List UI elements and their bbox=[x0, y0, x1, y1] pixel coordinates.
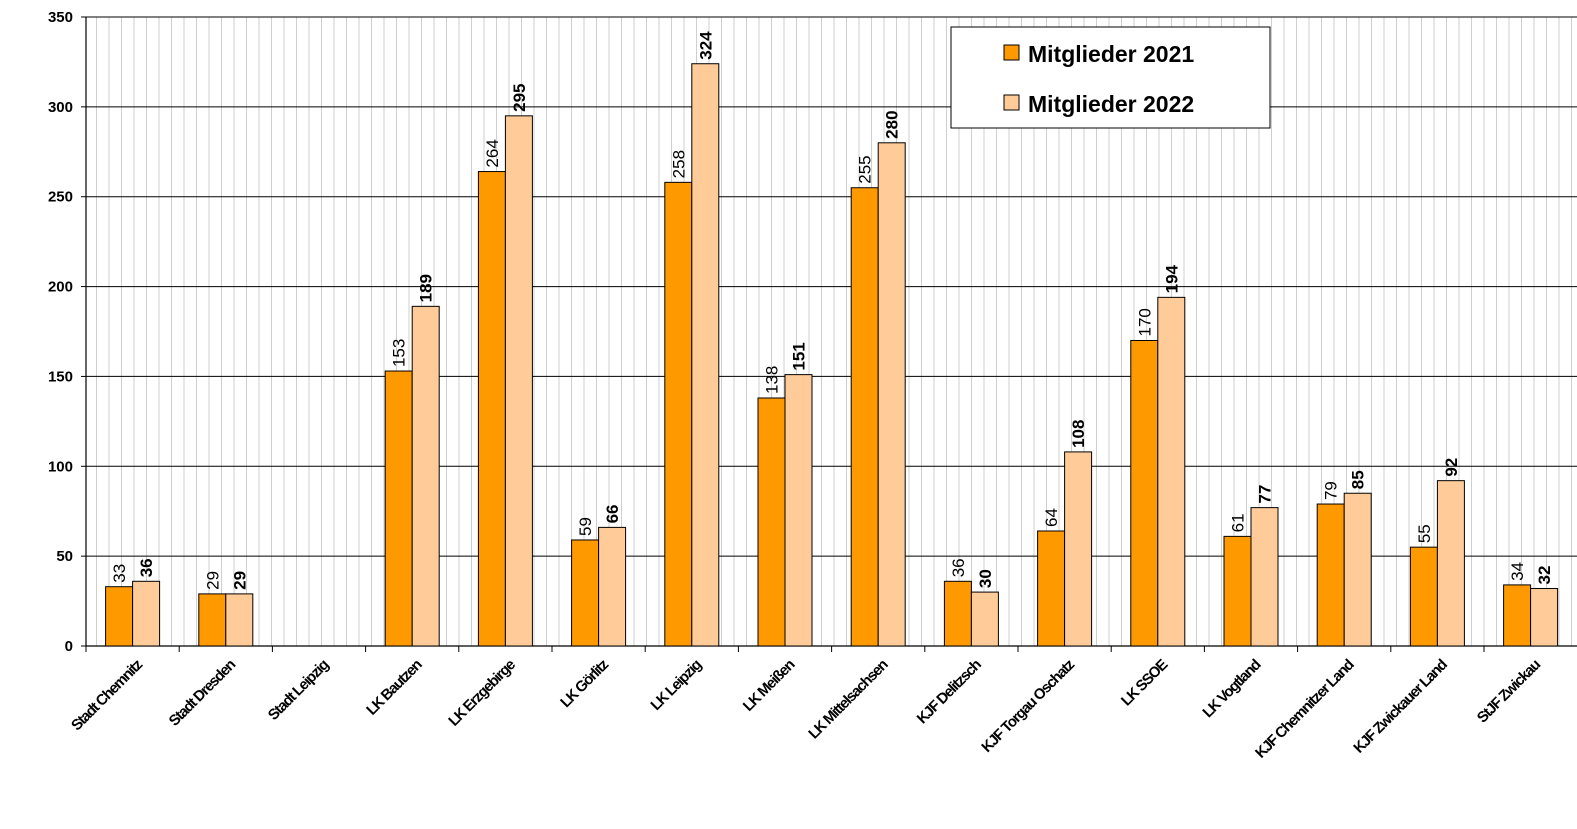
legend-swatch-2022 bbox=[1003, 94, 1020, 111]
x-tick-label: Stadt Leipzig bbox=[265, 656, 333, 724]
x-tick-label: LK Görlitz bbox=[557, 656, 612, 711]
x-tick-label: LK SSOE bbox=[1118, 656, 1171, 709]
data-label-2021: 61 bbox=[1229, 513, 1248, 532]
data-label-2022: 324 bbox=[696, 31, 715, 60]
y-axis-ticks: 0 50 100 150 200 250 300 350 bbox=[48, 9, 86, 655]
x-axis-ticks: Stadt Chemnitz Stadt Dresden Stadt Leipzig… bbox=[68, 646, 1544, 762]
y-tick-label: 50 bbox=[56, 548, 73, 565]
data-label-2021: 29 bbox=[203, 571, 222, 590]
data-label-2021: 59 bbox=[576, 517, 595, 536]
data-label-2022: 194 bbox=[1162, 264, 1181, 293]
bars bbox=[105, 63, 1559, 647]
data-label-2021: 55 bbox=[1415, 524, 1434, 543]
legend-label-2022: Mitglieder 2022 bbox=[1028, 91, 1194, 117]
data-label-2021: 170 bbox=[1135, 308, 1154, 336]
bar-2021 bbox=[1316, 503, 1345, 647]
bar-2022 bbox=[132, 580, 161, 647]
bar-2021 bbox=[850, 187, 879, 647]
data-label-2022: 92 bbox=[1442, 458, 1461, 477]
data-label-2021: 33 bbox=[110, 564, 129, 583]
bar-2022 bbox=[691, 63, 720, 647]
bar-2021 bbox=[477, 171, 506, 647]
y-tick-label: 350 bbox=[48, 9, 73, 26]
bar-2022 bbox=[411, 305, 440, 647]
y-tick-label: 100 bbox=[48, 458, 73, 475]
data-label-2021: 64 bbox=[1042, 508, 1061, 527]
data-label-2022: 29 bbox=[230, 571, 249, 590]
x-tick-label: KJF Torgau Oschatz bbox=[978, 656, 1078, 756]
data-label-2022: 36 bbox=[137, 558, 156, 577]
bar-2022 bbox=[1157, 296, 1186, 647]
bar-2022 bbox=[1530, 587, 1559, 647]
legend-box bbox=[950, 26, 1271, 129]
data-label-2021: 258 bbox=[669, 150, 688, 178]
legend-swatch-2021 bbox=[1003, 44, 1020, 61]
bar-2022 bbox=[1436, 480, 1465, 647]
bar-2022 bbox=[1064, 451, 1093, 647]
bar-2021 bbox=[1130, 339, 1159, 647]
data-labels: 33 36 29 29 153 189 264 295 59 66 258 324 138 151 255 2… bbox=[110, 31, 1554, 590]
data-label-2021: 34 bbox=[1508, 562, 1527, 581]
x-tick-label: KJF Chemnitzer Land bbox=[1252, 656, 1358, 762]
bar-2021 bbox=[198, 593, 227, 647]
data-label-2022: 85 bbox=[1349, 470, 1368, 489]
data-label-2022: 280 bbox=[883, 110, 902, 138]
x-tick-label: KJF Zwickauer Land bbox=[1350, 656, 1451, 757]
bar-2022 bbox=[225, 593, 254, 647]
x-tick-label: StJF Zwickau bbox=[1474, 656, 1544, 726]
data-label-2022: 66 bbox=[603, 504, 622, 523]
y-tick-label: 300 bbox=[48, 99, 73, 116]
data-label-2021: 264 bbox=[483, 139, 502, 167]
data-label-2021: 36 bbox=[949, 558, 968, 577]
y-tick-label: 0 bbox=[65, 638, 73, 655]
legend-label-2021: Mitglieder 2021 bbox=[1028, 41, 1194, 67]
bar-2022 bbox=[598, 526, 627, 647]
data-label-2021: 153 bbox=[390, 339, 409, 367]
data-label-2021: 138 bbox=[763, 366, 782, 394]
bar-2022 bbox=[784, 374, 813, 647]
bar-2021 bbox=[757, 397, 786, 647]
y-tick-label: 250 bbox=[48, 189, 73, 206]
data-label-2022: 77 bbox=[1256, 485, 1275, 504]
bar-2022 bbox=[1343, 492, 1372, 647]
x-tick-label: KJF Delitzsch bbox=[914, 656, 985, 727]
y-tick-label: 200 bbox=[48, 279, 73, 296]
data-label-2022: 295 bbox=[510, 83, 529, 111]
x-tick-label: LK Mittelsachsen bbox=[805, 656, 891, 742]
x-tick-label: LK Leipzig bbox=[647, 656, 705, 714]
bar-2021 bbox=[105, 586, 134, 647]
bar-2021 bbox=[1409, 546, 1438, 647]
x-tick-label: Stadt Chemnitz bbox=[68, 656, 146, 734]
bar-2021 bbox=[384, 370, 413, 647]
data-label-2022: 189 bbox=[417, 274, 436, 302]
legend: Mitglieder 2021 Mitglieder 2022 bbox=[950, 26, 1271, 129]
bar-2021 bbox=[664, 181, 693, 647]
x-tick-label: LK Erzgebirge bbox=[445, 656, 518, 729]
x-tick-label: Stadt Dresden bbox=[166, 656, 240, 730]
bar-2021 bbox=[571, 539, 600, 647]
x-tick-label: LK Vogtland bbox=[1199, 656, 1264, 721]
data-label-2022: 32 bbox=[1535, 566, 1554, 585]
bar-2021 bbox=[1223, 535, 1252, 647]
x-tick-label: LK Bautzen bbox=[363, 656, 426, 719]
data-label-2022: 108 bbox=[1069, 420, 1088, 448]
bar-2022 bbox=[1250, 507, 1279, 647]
bar-2021 bbox=[1037, 530, 1066, 647]
data-label-2021: 79 bbox=[1322, 481, 1341, 500]
x-tick-label: LK Meißen bbox=[740, 656, 799, 715]
y-tick-label: 150 bbox=[48, 368, 73, 385]
bar-2021 bbox=[1503, 584, 1532, 647]
bar-2021 bbox=[943, 580, 972, 647]
data-label-2022: 30 bbox=[976, 569, 995, 588]
bar-2022 bbox=[504, 115, 533, 647]
data-label-2021: 255 bbox=[856, 155, 875, 183]
data-label-2022: 151 bbox=[790, 342, 809, 370]
bar-2022 bbox=[970, 591, 999, 647]
bar-2022 bbox=[877, 142, 906, 647]
